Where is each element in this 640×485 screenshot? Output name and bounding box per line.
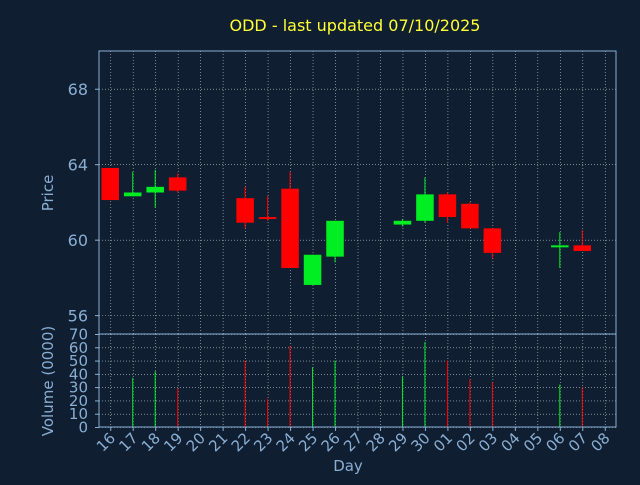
- candle-body: [438, 194, 457, 218]
- volume-tick-label: 0: [78, 419, 88, 437]
- candle-body: [258, 217, 277, 220]
- candle-body: [101, 167, 120, 201]
- price-tick-label: 56: [68, 307, 88, 326]
- x-axis-ticks: 1617181920212223242526272829300102030405…: [93, 427, 614, 455]
- volume-tick-label: 20: [69, 392, 88, 410]
- candle-body: [303, 254, 322, 285]
- volume-tick-label: 50: [69, 352, 88, 370]
- volume-tick-label: 30: [69, 379, 88, 397]
- candles: [101, 167, 592, 285]
- candle-body: [236, 198, 254, 223]
- candle-body: [483, 228, 502, 253]
- candle-body: [551, 245, 569, 248]
- volume-axis-label: Volume (0000): [39, 326, 57, 436]
- volume-panel-frame: [98, 333, 617, 428]
- candle-body: [146, 186, 164, 193]
- candle-body: [168, 177, 187, 191]
- volume-grid: [99, 334, 616, 428]
- volume-tick-label: 10: [69, 405, 88, 423]
- volume-tick-label: 70: [69, 326, 88, 344]
- price-axis-ticks: 56 60 64 68: [68, 80, 99, 326]
- volume-tick-label: 60: [69, 339, 88, 357]
- candle-body: [393, 220, 412, 225]
- candle-body: [326, 220, 344, 257]
- chart-title: ODD - last updated 07/10/2025: [230, 16, 481, 35]
- candle-body: [573, 245, 592, 251]
- candle-body: [281, 188, 299, 268]
- candle-body: [123, 192, 142, 197]
- volume-tick-label: 40: [69, 365, 88, 383]
- price-tick-label: 68: [68, 80, 88, 99]
- price-tick-label: 64: [68, 156, 88, 175]
- volume-bars: [132, 341, 583, 427]
- price-tick-label: 60: [68, 231, 88, 250]
- candle-body: [461, 203, 479, 229]
- candle-body: [416, 194, 434, 221]
- x-axis-label: Day: [333, 457, 363, 475]
- price-axis-label: Price: [39, 175, 57, 212]
